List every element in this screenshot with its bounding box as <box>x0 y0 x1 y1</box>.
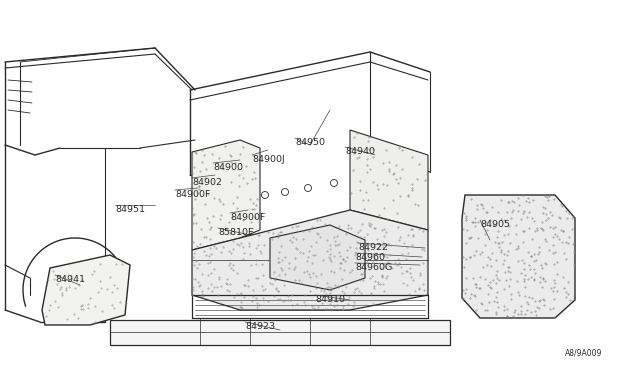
Text: A8/9A009: A8/9A009 <box>565 348 602 357</box>
Circle shape <box>330 180 337 186</box>
Text: 84900: 84900 <box>213 163 243 172</box>
Text: 84900J: 84900J <box>252 155 285 164</box>
Text: 84941: 84941 <box>55 275 85 284</box>
Circle shape <box>222 329 228 335</box>
Circle shape <box>308 234 316 241</box>
Circle shape <box>415 263 420 267</box>
Polygon shape <box>110 320 450 345</box>
Circle shape <box>262 192 269 199</box>
Circle shape <box>228 202 236 208</box>
Text: 84923: 84923 <box>245 322 275 331</box>
Text: 84950: 84950 <box>295 138 325 147</box>
Text: 84902: 84902 <box>192 178 222 187</box>
Text: 84922: 84922 <box>358 243 388 252</box>
Polygon shape <box>42 255 130 325</box>
Circle shape <box>244 196 252 203</box>
Text: 84900F: 84900F <box>230 213 266 222</box>
Text: 84900F: 84900F <box>175 190 211 199</box>
Circle shape <box>277 329 283 335</box>
Circle shape <box>291 237 298 244</box>
Polygon shape <box>192 210 428 310</box>
Text: 84960: 84960 <box>355 253 385 262</box>
Polygon shape <box>192 140 260 250</box>
Polygon shape <box>270 225 365 290</box>
Circle shape <box>392 329 398 335</box>
Text: 84960G: 84960G <box>355 263 392 272</box>
Circle shape <box>282 189 289 196</box>
Circle shape <box>355 174 362 182</box>
Circle shape <box>307 289 312 295</box>
Text: 84951: 84951 <box>115 205 145 214</box>
Polygon shape <box>462 195 575 318</box>
Circle shape <box>292 292 298 298</box>
Circle shape <box>211 206 218 214</box>
Circle shape <box>305 185 312 192</box>
Text: 84940: 84940 <box>345 147 375 156</box>
Text: 85810E: 85810E <box>218 228 254 237</box>
Text: 84910: 84910 <box>315 295 345 304</box>
Circle shape <box>417 254 422 260</box>
Circle shape <box>337 329 343 335</box>
Text: 84905: 84905 <box>480 220 510 229</box>
Polygon shape <box>350 130 428 230</box>
